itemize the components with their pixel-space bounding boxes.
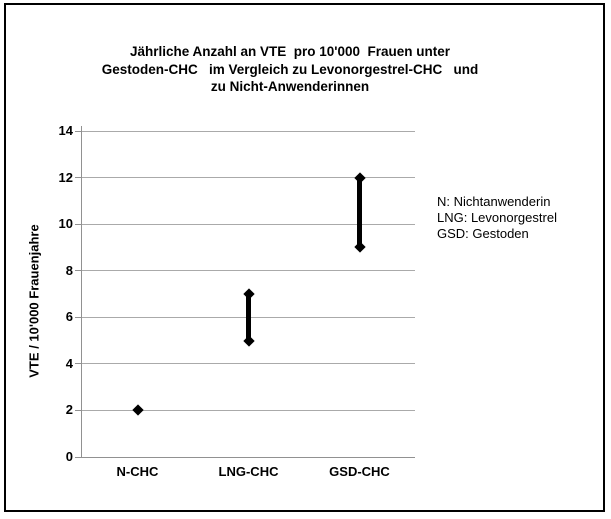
y-tick-label: 6 bbox=[65, 309, 73, 325]
legend-line: GSD: Gestoden bbox=[437, 226, 529, 241]
y-tick-label: 12 bbox=[58, 169, 73, 185]
chart-title: Jährliche Anzahl an VTE pro 10'000 Fraue… bbox=[101, 44, 479, 94]
y-axis-tick bbox=[75, 270, 81, 272]
y-axis-tick bbox=[75, 223, 81, 225]
y-tick-label: 0 bbox=[65, 449, 73, 464]
range-bar bbox=[357, 177, 362, 248]
y-axis-tick bbox=[75, 316, 81, 318]
y-tick-label: 10 bbox=[58, 216, 73, 232]
x-category-label: LNG-CHC bbox=[218, 464, 279, 479]
y-axis-tick bbox=[75, 363, 81, 365]
diamond-marker bbox=[131, 404, 144, 417]
y-axis-line bbox=[81, 126, 82, 458]
legend-line: LNG: Levonorgestrel bbox=[437, 210, 557, 225]
gridline bbox=[82, 409, 415, 411]
y-tick-label: 14 bbox=[58, 123, 73, 138]
y-axis-tick bbox=[75, 177, 81, 179]
gridline bbox=[82, 177, 415, 179]
diamond-marker bbox=[242, 334, 255, 347]
gridline bbox=[82, 223, 415, 225]
abbreviation-legend: N: Nichtanwenderin LNG: Levonorgestrel GSD… bbox=[437, 194, 557, 242]
y-axis-tick bbox=[75, 130, 81, 132]
y-tick-label: 8 bbox=[65, 262, 73, 278]
gridline bbox=[82, 270, 415, 272]
y-tick-label: 2 bbox=[65, 402, 73, 418]
x-category-label: N-CHC bbox=[116, 464, 159, 479]
diamond-marker bbox=[353, 171, 366, 184]
chart-frame bbox=[4, 3, 605, 512]
y-tick-label: 4 bbox=[65, 355, 73, 371]
diamond-marker bbox=[242, 288, 255, 300]
diamond-marker bbox=[353, 241, 366, 254]
gridline bbox=[82, 130, 415, 132]
legend-line: N: Nichtanwenderin bbox=[437, 194, 551, 209]
range-bar bbox=[246, 294, 251, 341]
y-axis-title: VTE / 10'000 Frauenjahre bbox=[26, 224, 42, 378]
y-axis-tick bbox=[75, 456, 81, 458]
gridline bbox=[82, 363, 415, 365]
plot-area: 0 2 4 6 8 10 12 14 N-CHC LNG-CHC GSD-CHC bbox=[59, 123, 415, 479]
x-category-label: GSD-CHC bbox=[329, 464, 390, 479]
y-axis-tick bbox=[75, 409, 81, 411]
